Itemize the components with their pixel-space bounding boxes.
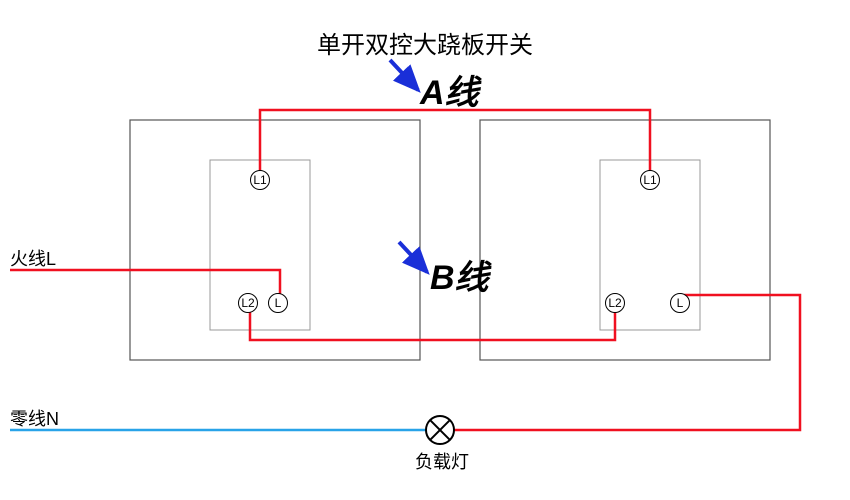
terminal-s2-l1: L1: [640, 170, 660, 190]
arrow-b: [399, 242, 427, 272]
terminal-s2-l: L: [670, 293, 690, 313]
switch-2-outer: [480, 120, 770, 360]
label-live-wire: 火线L: [10, 245, 56, 271]
terminal-s2-l2: L2: [605, 293, 625, 313]
diagram-title: 单开双控大跷板开关: [317, 25, 533, 60]
label-load-lamp: 负载灯: [415, 448, 469, 474]
switch-1-outer: [130, 120, 420, 360]
wire-load-out: [454, 295, 800, 430]
wire-b-line: [250, 310, 615, 340]
label-wire-a: A线: [420, 65, 479, 114]
arrow-a: [390, 60, 418, 90]
terminal-s1-l1: L1: [250, 170, 270, 190]
lamp-symbol: [426, 416, 454, 444]
terminal-s1-l: L: [268, 293, 288, 313]
label-wire-b: B线: [430, 250, 489, 299]
label-neutral-wire: 零线N: [10, 405, 59, 431]
terminal-s1-l2: L2: [238, 293, 258, 313]
